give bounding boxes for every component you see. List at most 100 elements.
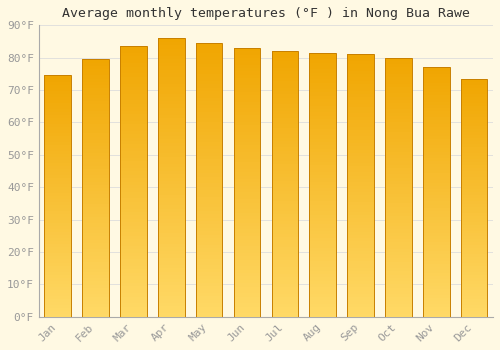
Bar [385,152,411,155]
Bar [272,254,298,257]
Bar [423,217,450,220]
Bar [44,232,71,235]
Bar [423,232,450,236]
Bar [385,132,411,135]
Bar [272,244,298,247]
Bar [44,93,71,97]
Bar [423,67,450,70]
Bar [310,109,336,112]
Bar [385,194,411,197]
Bar [234,186,260,189]
Bar [310,165,336,168]
Bar [461,183,487,186]
Bar [82,191,109,195]
Bar [196,159,222,163]
Bar [158,104,184,108]
Bar [158,97,184,101]
Bar [196,170,222,173]
Bar [348,192,374,195]
Bar [44,139,71,142]
Bar [234,203,260,206]
Bar [234,48,260,51]
Bar [272,207,298,211]
Bar [234,162,260,166]
Bar [310,72,336,76]
Bar [234,233,260,236]
Bar [234,303,260,307]
Bar [423,198,450,202]
Bar [461,105,487,108]
Bar [310,290,336,294]
Bar [234,263,260,266]
Bar [272,214,298,217]
Bar [272,294,298,297]
Bar [272,274,298,277]
Bar [82,291,109,294]
Bar [82,146,109,149]
Bar [348,195,374,199]
Bar [272,118,298,121]
Bar [196,259,222,262]
Bar [310,83,336,86]
Bar [82,130,109,133]
Bar [348,153,374,156]
Bar [385,61,411,64]
Bar [310,188,336,191]
Bar [272,181,298,184]
Bar [158,56,184,59]
Bar [423,267,450,270]
Bar [272,171,298,174]
Bar [385,255,411,259]
Bar [385,242,411,246]
Bar [310,264,336,267]
Bar [461,284,487,287]
Bar [234,199,260,203]
Bar [423,136,450,139]
Bar [234,95,260,98]
Bar [423,223,450,226]
Bar [234,290,260,293]
Bar [234,219,260,223]
Bar [348,209,374,212]
Bar [461,218,487,222]
Bar [423,204,450,208]
Bar [272,61,298,64]
Bar [423,152,450,155]
Bar [234,58,260,61]
Bar [196,231,222,235]
Bar [196,183,222,187]
Bar [348,254,374,258]
Bar [234,128,260,132]
Bar [348,264,374,268]
Bar [120,246,146,249]
Bar [385,161,411,164]
Bar [196,139,222,142]
Bar [310,211,336,215]
Bar [461,159,487,162]
Bar [348,77,374,80]
Bar [348,278,374,281]
Bar [82,120,109,124]
Bar [310,287,336,290]
Bar [348,156,374,159]
Bar [310,175,336,178]
Bar [310,122,336,125]
Bar [82,143,109,146]
Bar [82,249,109,252]
Bar [385,239,411,242]
Bar [423,258,450,261]
Bar [348,310,374,314]
Bar [158,49,184,52]
Bar [234,193,260,196]
Bar [44,299,71,302]
Bar [348,307,374,310]
Bar [461,251,487,254]
Bar [158,219,184,223]
Bar [272,313,298,317]
Bar [196,166,222,170]
Bar [272,58,298,61]
Bar [120,56,146,60]
Bar [461,216,487,219]
Bar [272,204,298,207]
Bar [310,254,336,257]
